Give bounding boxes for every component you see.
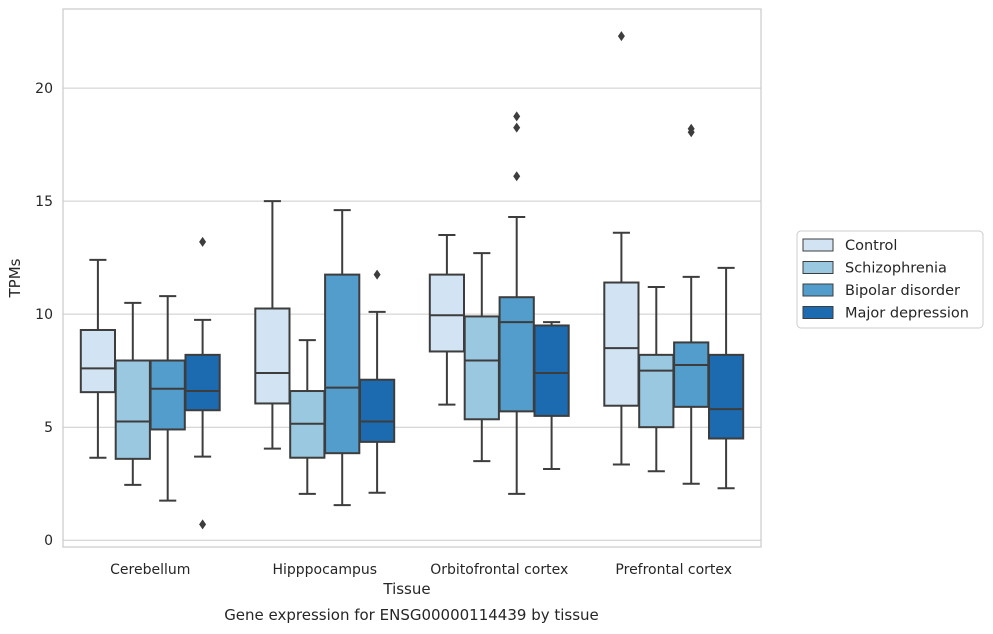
box-iqr bbox=[463, 315, 500, 421]
y-tick-label: 10 bbox=[35, 307, 53, 323]
box-major-depression bbox=[707, 266, 745, 490]
box-iqr bbox=[254, 307, 291, 405]
box-control bbox=[79, 258, 117, 459]
box-iqr bbox=[707, 353, 745, 440]
box-bipolar-disorder bbox=[498, 111, 535, 495]
box-iqr bbox=[79, 328, 117, 394]
outlier-point bbox=[373, 269, 381, 280]
box-control bbox=[254, 200, 291, 450]
legend-swatch bbox=[802, 238, 834, 252]
box-schizophrenia bbox=[638, 286, 675, 473]
box-major-depression bbox=[184, 236, 221, 530]
outlier-point bbox=[199, 236, 207, 247]
y-tick-label: 20 bbox=[35, 81, 53, 97]
legend-frame bbox=[796, 230, 984, 329]
box-iqr bbox=[114, 359, 151, 460]
x-tick-label: Cerebellum bbox=[110, 562, 190, 578]
box-iqr bbox=[184, 353, 221, 412]
box-iqr bbox=[428, 273, 466, 353]
y-axis-title: TPMs bbox=[6, 258, 24, 298]
box-control bbox=[428, 234, 466, 406]
box-major-depression bbox=[358, 269, 396, 494]
outlier-point bbox=[617, 31, 625, 42]
legend-label: Bipolar disorder bbox=[845, 283, 960, 299]
plot-area bbox=[63, 9, 761, 547]
box-iqr bbox=[358, 378, 396, 443]
y-tick-label: 0 bbox=[44, 533, 53, 549]
box-iqr bbox=[673, 341, 710, 408]
box-iqr bbox=[603, 281, 640, 407]
box-control bbox=[603, 31, 640, 466]
box-iqr bbox=[324, 273, 361, 455]
outlier-point bbox=[513, 122, 521, 133]
x-axis-title: Tissue bbox=[382, 580, 430, 598]
legend-label: Major depression bbox=[845, 306, 969, 322]
y-tick-label: 15 bbox=[35, 194, 53, 210]
box-iqr bbox=[498, 296, 535, 413]
legend-swatch bbox=[802, 283, 834, 297]
box-major-depression bbox=[533, 321, 570, 471]
box-iqr bbox=[533, 324, 570, 417]
y-tick-label: 5 bbox=[44, 420, 53, 436]
legend-label: Control bbox=[845, 238, 897, 254]
legend-swatch bbox=[802, 306, 834, 319]
box-schizophrenia bbox=[463, 252, 500, 463]
box-schizophrenia bbox=[289, 339, 326, 495]
box-bipolar-disorder bbox=[149, 295, 186, 502]
box-iqr bbox=[638, 353, 675, 429]
legend-swatch bbox=[802, 261, 834, 274]
outlier-point bbox=[513, 111, 521, 122]
box-bipolar-disorder bbox=[324, 209, 361, 507]
outlier-point bbox=[199, 519, 207, 530]
x-tick-label: Hipppocampus bbox=[272, 562, 377, 578]
x-tick-label: Prefrontal cortex bbox=[615, 562, 732, 578]
box-iqr bbox=[149, 359, 186, 431]
outlier-point bbox=[513, 171, 521, 182]
x-tick-label: Orbitofrontal cortex bbox=[430, 562, 568, 578]
plot-frame bbox=[62, 8, 762, 548]
legend-label: Schizophrenia bbox=[845, 261, 947, 277]
chart-caption: Gene expression for ENSG00000114439 by t… bbox=[224, 606, 599, 624]
legend: Control Schizophrenia Bipolar disorder Majo… bbox=[796, 230, 984, 329]
outlier-point bbox=[687, 127, 695, 138]
